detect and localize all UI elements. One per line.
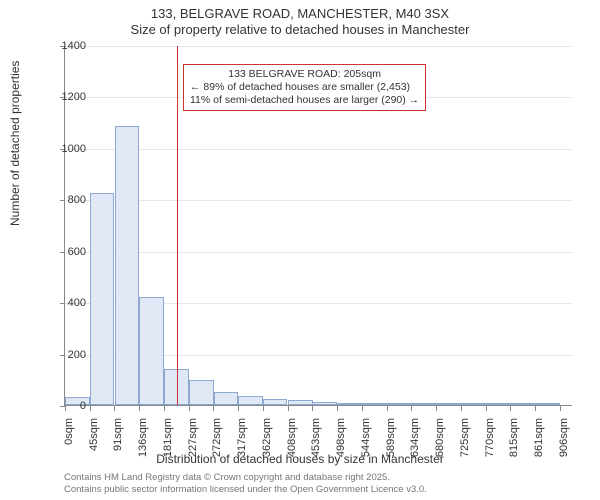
histogram-bar (238, 396, 263, 405)
chart-container: 133, BELGRAVE ROAD, MANCHESTER, M40 3SX … (0, 0, 600, 500)
xtick-mark (139, 406, 140, 411)
title-line-1: 133, BELGRAVE ROAD, MANCHESTER, M40 3SX (0, 6, 600, 22)
ytick-label: 200 (42, 349, 86, 361)
ytick-label: 400 (42, 297, 86, 309)
ytick-label: 1000 (42, 143, 86, 155)
xtick-mark (213, 406, 214, 411)
histogram-bar (90, 193, 115, 405)
histogram-bar (139, 297, 164, 405)
histogram-bar (288, 400, 313, 405)
gridline-y (65, 46, 572, 47)
xtick-mark (263, 406, 264, 411)
xtick-mark (337, 406, 338, 411)
histogram-bar (461, 403, 486, 405)
histogram-bar (510, 403, 535, 405)
ytick-label: 1200 (42, 91, 86, 103)
footer-attribution: Contains HM Land Registry data © Crown c… (64, 472, 427, 496)
ytick-label: 1400 (42, 40, 86, 52)
histogram-bar (115, 126, 140, 405)
histogram-bar (486, 403, 511, 405)
histogram-bar (387, 403, 412, 405)
histogram-bar (263, 399, 288, 405)
histogram-bar (436, 403, 461, 405)
xtick-mark (114, 406, 115, 411)
xtick-mark (189, 406, 190, 411)
xtick-mark (312, 406, 313, 411)
xtick-mark (238, 406, 239, 411)
xtick-mark (387, 406, 388, 411)
plot-area: 0sqm45sqm91sqm136sqm181sqm227sqm272sqm31… (64, 46, 572, 406)
xtick-mark (288, 406, 289, 411)
marker-line (177, 46, 178, 405)
chart-outer: 0sqm45sqm91sqm136sqm181sqm227sqm272sqm31… (64, 46, 572, 406)
annotation-box: 133 BELGRAVE ROAD: 205sqm← 89% of detach… (183, 64, 426, 111)
ytick-label: 0 (42, 400, 86, 412)
histogram-bar (535, 403, 560, 405)
x-axis-label: Distribution of detached houses by size … (0, 452, 600, 466)
histogram-bar (189, 380, 214, 405)
title-block: 133, BELGRAVE ROAD, MANCHESTER, M40 3SX … (0, 0, 600, 39)
gridline-y (65, 252, 572, 253)
footer-line-2: Contains public sector information licen… (64, 484, 427, 496)
gridline-y (65, 149, 572, 150)
xtick-mark (90, 406, 91, 411)
histogram-bar (337, 403, 362, 405)
xtick-mark (486, 406, 487, 411)
annotation-line: ← 89% of detached houses are smaller (2,… (190, 81, 419, 94)
xtick-mark (362, 406, 363, 411)
footer-line-1: Contains HM Land Registry data © Crown c… (64, 472, 427, 484)
xtick-mark (560, 406, 561, 411)
xtick-mark (164, 406, 165, 411)
annotation-line: 11% of semi-detached houses are larger (… (190, 94, 419, 107)
xtick-mark (411, 406, 412, 411)
title-line-2: Size of property relative to detached ho… (0, 22, 600, 38)
xtick-mark (461, 406, 462, 411)
histogram-bar (411, 403, 436, 405)
y-axis-label: Number of detached properties (8, 61, 22, 226)
annotation-line: 133 BELGRAVE ROAD: 205sqm (190, 68, 419, 81)
ytick-label: 800 (42, 194, 86, 206)
xtick-mark (436, 406, 437, 411)
xtick-mark (510, 406, 511, 411)
histogram-bar (214, 392, 239, 405)
xtick-mark (535, 406, 536, 411)
histogram-bar (362, 403, 387, 405)
histogram-bar (312, 402, 337, 405)
gridline-y (65, 200, 572, 201)
ytick-label: 600 (42, 246, 86, 258)
